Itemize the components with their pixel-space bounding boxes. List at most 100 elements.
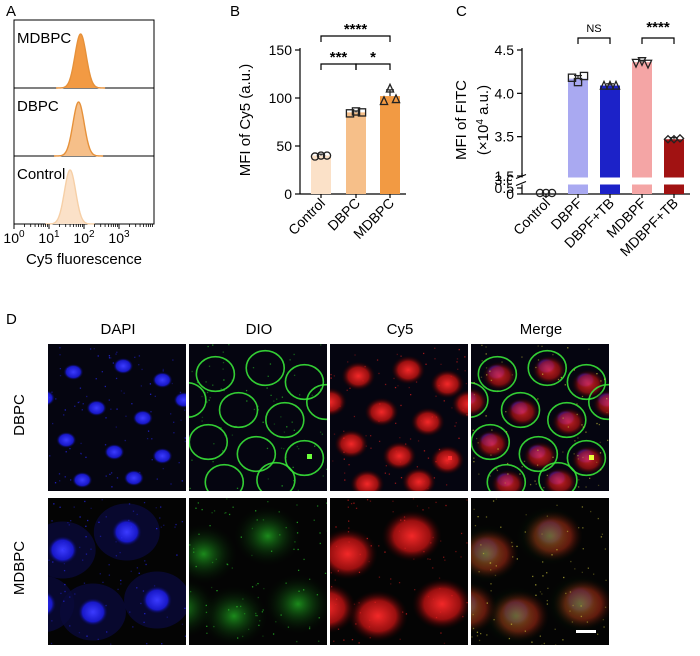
speckle <box>343 639 345 641</box>
speckle <box>358 571 361 574</box>
speckle <box>263 587 265 590</box>
speckle <box>562 639 564 641</box>
speckle <box>369 637 371 639</box>
speckle <box>162 368 164 371</box>
speckle <box>240 536 242 538</box>
speckle <box>348 464 350 466</box>
speckle <box>319 431 322 433</box>
speckle <box>170 483 172 485</box>
speckle <box>110 408 112 410</box>
speckle <box>330 377 332 379</box>
speckle <box>321 433 324 435</box>
speckle <box>298 448 300 450</box>
speckle <box>422 509 424 511</box>
speckle <box>546 603 549 605</box>
speckle <box>296 445 298 448</box>
speckle <box>253 380 255 383</box>
speckle <box>296 532 299 534</box>
speckle <box>512 556 514 558</box>
cy5-signal <box>412 578 468 630</box>
speckle <box>477 442 479 444</box>
membrane-outline <box>587 383 609 421</box>
speckle <box>422 352 425 355</box>
histogram-track-label-control: Control <box>17 166 65 183</box>
speckle <box>460 556 462 558</box>
membrane-outline <box>284 363 325 401</box>
speckle <box>376 359 379 361</box>
speckle <box>105 417 107 419</box>
speckle <box>59 367 62 370</box>
speckle <box>181 480 183 482</box>
speckle <box>138 363 140 366</box>
speckle <box>443 400 445 402</box>
speckle <box>537 359 540 361</box>
significance-label: **** <box>344 21 368 38</box>
speckle <box>97 355 99 357</box>
speckle <box>84 500 86 503</box>
speckle <box>482 552 485 555</box>
speckle <box>156 527 158 530</box>
speckle <box>184 440 186 443</box>
membrane-outline <box>204 463 245 491</box>
speckle <box>384 551 386 553</box>
dio-haze <box>189 524 238 584</box>
speckle <box>347 361 349 363</box>
speckle <box>251 586 254 588</box>
speckle <box>286 426 288 428</box>
speckle <box>444 600 446 602</box>
speckle <box>222 368 224 370</box>
speckle <box>537 345 539 347</box>
speckle <box>478 639 481 642</box>
speckle <box>160 506 162 508</box>
speckle <box>146 642 148 645</box>
speckle <box>73 506 75 508</box>
speckle <box>184 409 186 411</box>
membrane-outline <box>284 439 325 477</box>
y-tick-label: 50 <box>276 138 292 154</box>
speckle <box>390 578 392 580</box>
speckle <box>364 365 366 368</box>
speckle <box>232 465 234 468</box>
nucleus <box>48 591 57 617</box>
speckle <box>285 526 287 529</box>
speckle <box>581 571 584 574</box>
speckle <box>516 545 518 548</box>
speckle <box>330 572 332 574</box>
speckle <box>473 382 475 384</box>
speckle <box>353 603 356 605</box>
speckle <box>163 524 165 526</box>
speckle <box>51 520 53 522</box>
speckle <box>456 358 459 360</box>
membrane-outline <box>500 391 541 429</box>
speckle <box>208 365 211 367</box>
cy5-signal <box>381 510 442 562</box>
speckle <box>574 568 576 570</box>
cy5-signal <box>430 445 465 475</box>
histogram-x-label: Cy5 fluorescence <box>26 251 142 268</box>
speckle <box>546 572 548 574</box>
significance-bracket <box>320 35 391 42</box>
panel-a: A MDBPC DBPC Control 100 101 102 103 Cy5 fluo… <box>3 3 155 268</box>
speckle <box>140 385 143 387</box>
speckle <box>519 473 521 475</box>
speckle <box>428 507 430 509</box>
speckle <box>243 613 246 615</box>
speckle <box>224 434 226 436</box>
speckle <box>541 644 543 645</box>
speckle <box>332 460 334 462</box>
nucleus <box>142 586 173 614</box>
cy5-signal <box>592 389 609 419</box>
speckle <box>319 542 321 545</box>
speckle <box>64 476 66 478</box>
speckle <box>121 537 123 539</box>
cell-cytoplasm <box>48 576 75 632</box>
speckle <box>587 567 589 569</box>
speckle <box>466 499 468 501</box>
speckle <box>115 353 117 355</box>
speckle <box>347 506 349 508</box>
speckle <box>378 576 381 578</box>
speckle <box>116 351 118 353</box>
micrograph-dbpc-dio <box>189 344 327 491</box>
histogram-fill-control <box>45 170 95 224</box>
